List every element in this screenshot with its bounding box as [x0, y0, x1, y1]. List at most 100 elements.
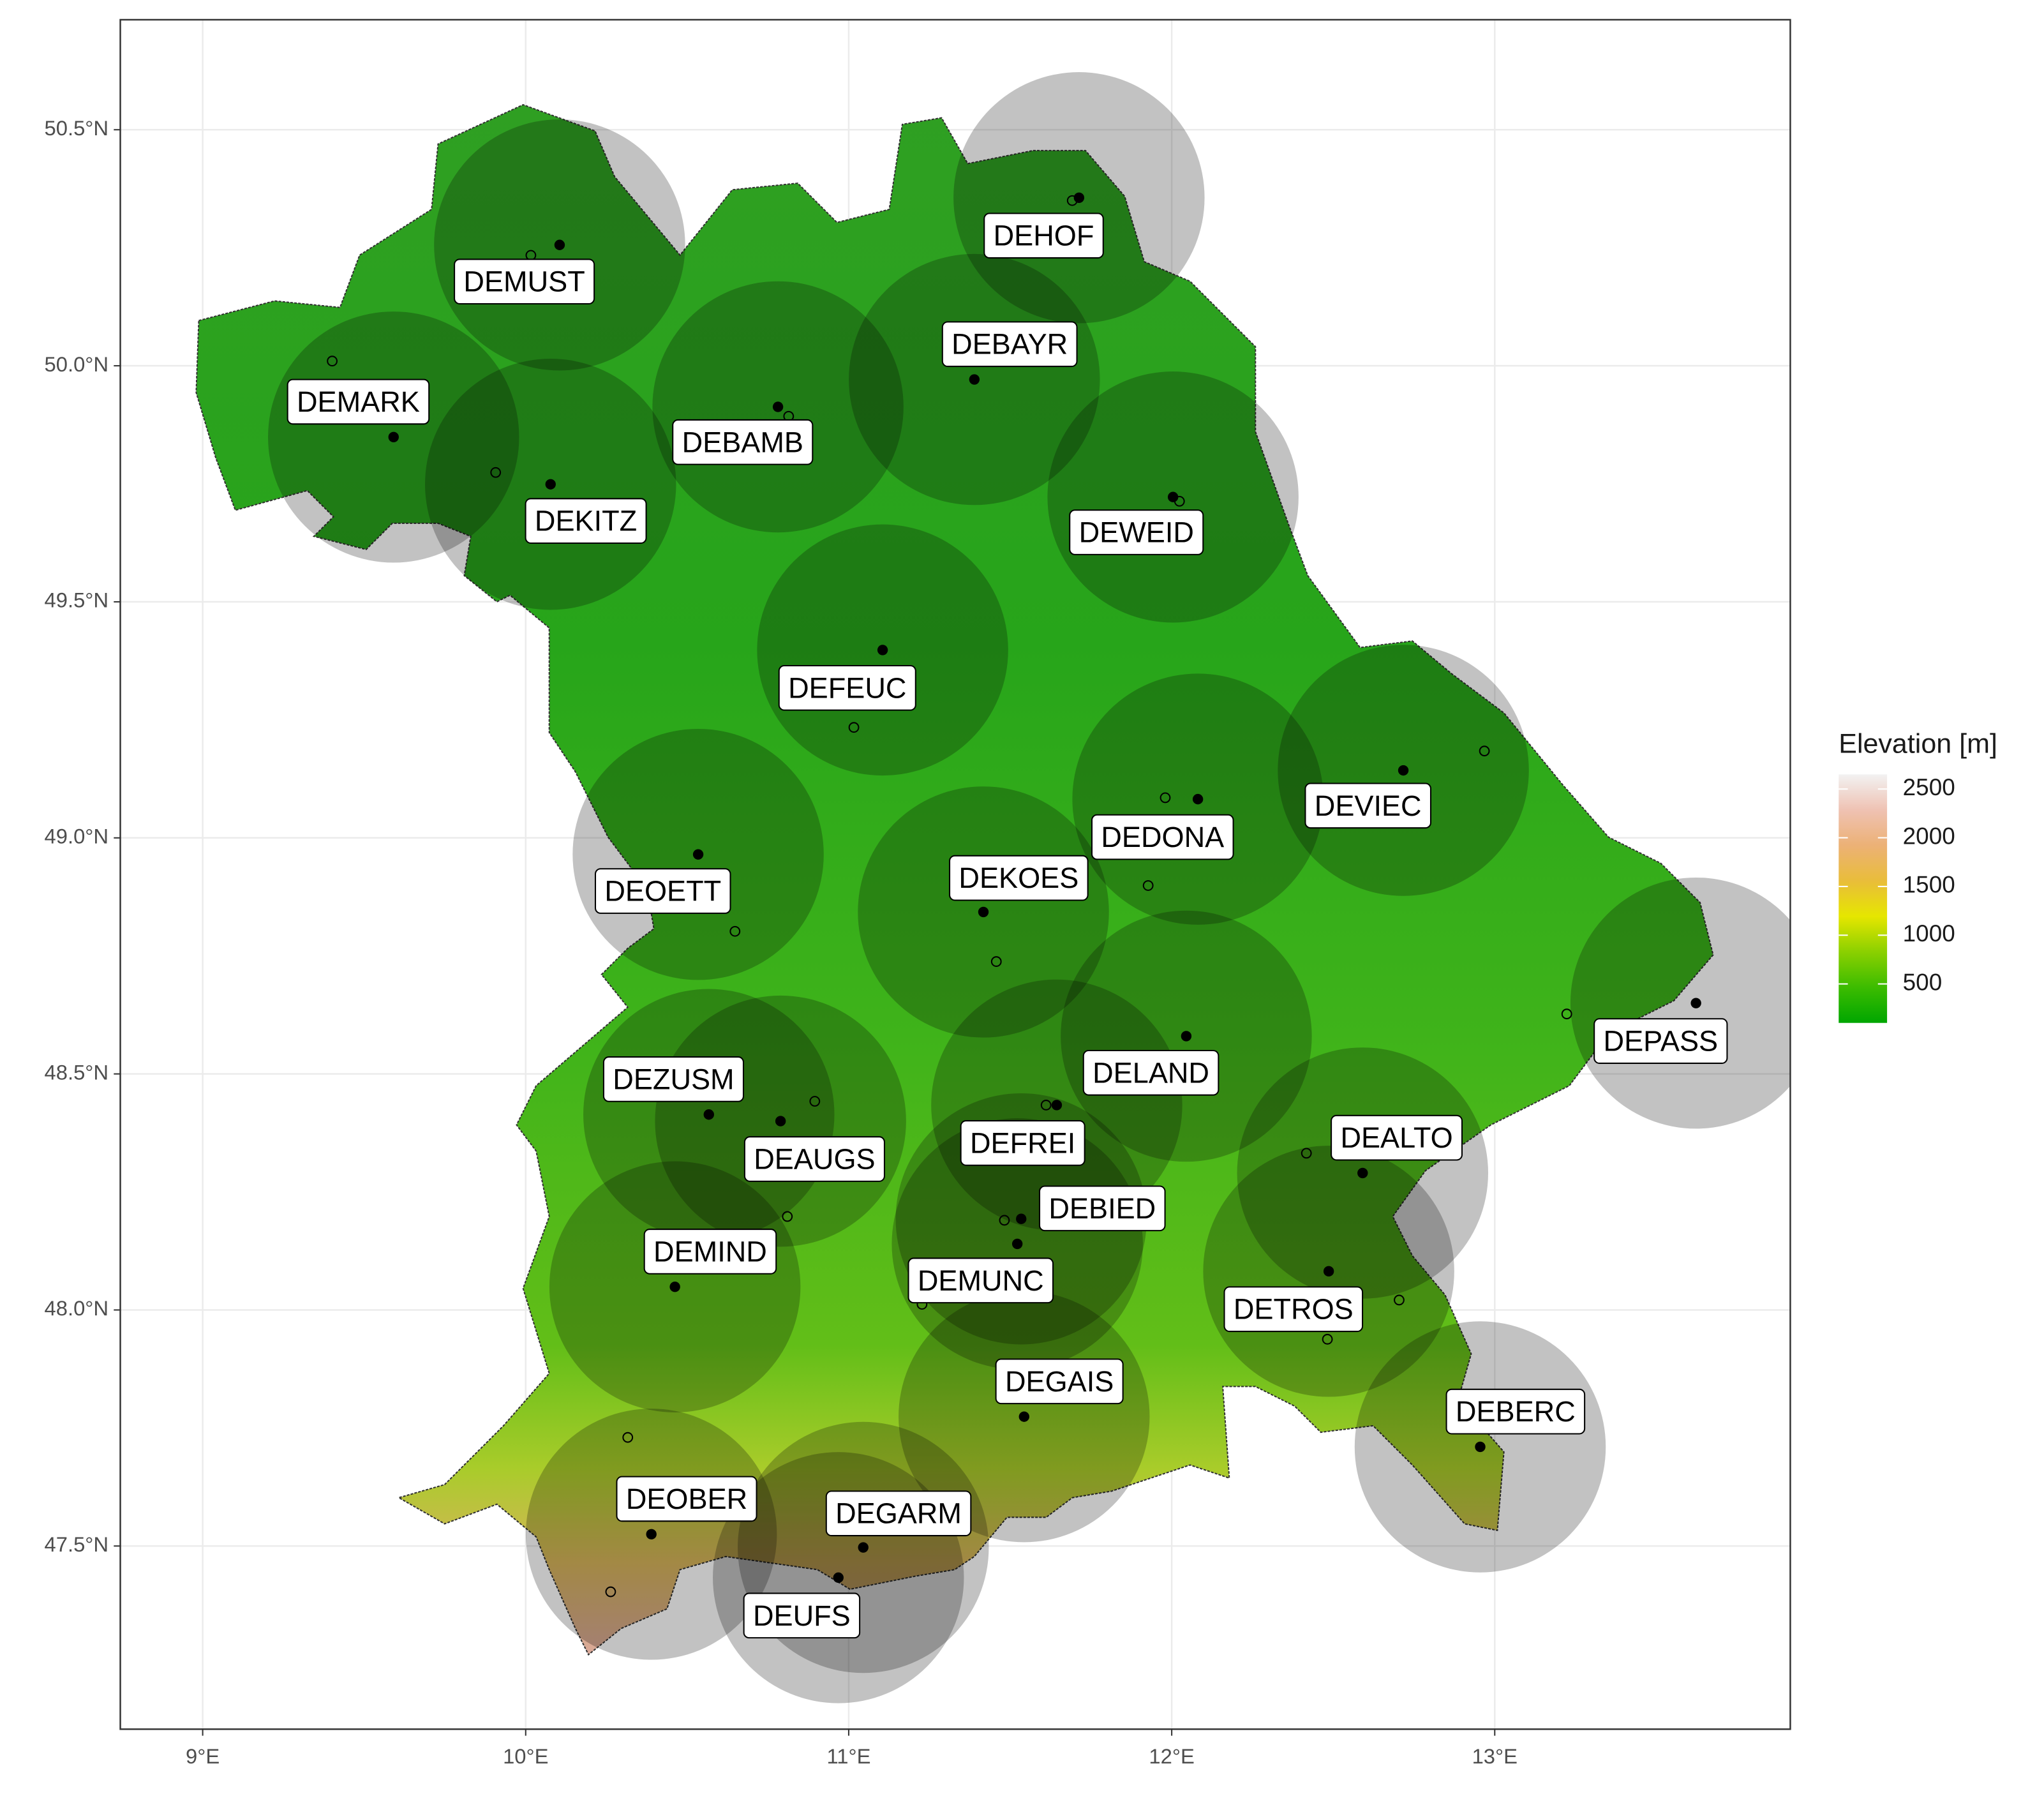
site	[327, 355, 338, 367]
station-label: DEOETT	[594, 868, 731, 914]
station	[775, 1116, 786, 1126]
station	[388, 431, 399, 442]
station-name: DEBAMB	[682, 426, 803, 458]
site	[782, 1211, 793, 1222]
label-box	[941, 321, 1078, 368]
label-box	[1304, 782, 1432, 829]
station-name: DEALTO	[1340, 1121, 1452, 1154]
station-label: DEMIND	[643, 1229, 777, 1275]
station	[554, 239, 565, 250]
station-name: DELAND	[1093, 1056, 1209, 1089]
y-tick-label: 50.5°N	[45, 116, 109, 140]
label-box	[1069, 509, 1204, 555]
site	[1040, 1100, 1052, 1111]
panel-border	[119, 19, 1791, 1730]
station-label: DEBIED	[1039, 1185, 1166, 1232]
site	[1301, 1148, 1312, 1159]
station-label: DEKOES	[949, 855, 1089, 901]
legend-tick-label: 1000	[1903, 920, 1955, 947]
legend-tick-label: 1500	[1903, 872, 1955, 898]
station-name: DEZUSM	[613, 1063, 734, 1095]
sites	[327, 192, 1701, 1598]
station	[1051, 1100, 1063, 1111]
station-label: DEUFS	[743, 1592, 861, 1639]
station	[772, 401, 784, 412]
label-box	[949, 855, 1089, 901]
station	[646, 1529, 657, 1540]
map-area: DEMUST DEHOF DEBAYR DEMARK DEBAMB DEKITZ DEWEI…	[195, 72, 1791, 1703]
station-label: DEBAYR	[941, 321, 1078, 368]
legend-tick-label: 2000	[1903, 823, 1955, 849]
station	[1016, 1213, 1027, 1224]
label-box	[643, 1229, 777, 1275]
station-name: DEKITZ	[535, 505, 637, 537]
y-tick-label: 49.5°N	[45, 588, 109, 612]
station-name: DEOBER	[626, 1483, 747, 1515]
station-name: DEFREI	[970, 1126, 1075, 1159]
station-name: DEKOES	[959, 862, 1078, 894]
station-name: DEMUST	[463, 266, 585, 298]
station-name: DEWEID	[1079, 516, 1194, 549]
site	[999, 1215, 1010, 1226]
station-name: DETROS	[1234, 1293, 1354, 1326]
station	[858, 1542, 869, 1553]
label-box	[616, 1476, 757, 1522]
label-box	[1593, 1018, 1728, 1064]
station-name: DEPASS	[1604, 1025, 1719, 1058]
site	[1561, 1008, 1572, 1020]
station-label: DEPASS	[1593, 1018, 1728, 1064]
station	[1475, 1441, 1486, 1453]
station-name: DEBIED	[1048, 1192, 1156, 1225]
label-box	[1331, 1114, 1463, 1161]
label-box	[1039, 1185, 1166, 1232]
label-box	[1082, 1049, 1220, 1096]
x-tick-label: 9°E	[186, 1744, 220, 1768]
y-tick-label: 48.5°N	[45, 1060, 109, 1084]
station	[545, 479, 556, 490]
station-buffer	[1570, 878, 1791, 1129]
station-label: DEFREI	[960, 1120, 1085, 1166]
station-label: DEKITZ	[525, 498, 647, 544]
site	[729, 925, 741, 937]
x-tick-label: 13°E	[1472, 1744, 1518, 1768]
site	[809, 1096, 821, 1107]
station-label: DEBAMB	[672, 419, 814, 465]
site	[1394, 1294, 1405, 1306]
station	[669, 1282, 680, 1292]
station-name: DEMIND	[653, 1235, 767, 1268]
label-box	[454, 258, 595, 304]
label-box	[1091, 814, 1234, 860]
legend: Elevation [m] 500 1000 1500 2000 2500	[1839, 729, 1997, 1023]
station-label: DEHOF	[983, 213, 1104, 259]
y-tick-label: 49.0°N	[45, 824, 109, 848]
station-label: DEGARM	[825, 1490, 972, 1537]
station	[1018, 1411, 1029, 1422]
label-box	[602, 1056, 744, 1102]
station-label: DEMUST	[454, 258, 595, 304]
station-label: DEGAIS	[995, 1358, 1124, 1405]
station-label: DEBERC	[1445, 1388, 1586, 1435]
site	[1479, 745, 1490, 757]
site	[490, 467, 502, 478]
station	[969, 374, 980, 385]
site	[622, 1432, 634, 1443]
station	[833, 1572, 844, 1583]
station	[1357, 1167, 1368, 1179]
station-label: DEMARK	[287, 378, 430, 425]
station-name: DEGARM	[835, 1497, 962, 1530]
station-label: DETROS	[1223, 1286, 1364, 1333]
site	[605, 1586, 616, 1598]
station	[877, 645, 888, 655]
station-name: DEFEUC	[788, 671, 906, 704]
label-box	[1223, 1286, 1364, 1333]
station-name: DEAUGS	[754, 1143, 875, 1176]
station-name: DEMARK	[297, 385, 420, 418]
label-box	[594, 868, 731, 914]
station-labels: DEMUST DEHOF DEBAYR DEMARK DEBAMB DEKITZ DEWEI…	[287, 213, 1728, 1639]
x-tick-label: 10°E	[503, 1744, 548, 1768]
label-box	[907, 1257, 1054, 1304]
station-name: DEGAIS	[1005, 1365, 1114, 1398]
label-box	[743, 1136, 885, 1182]
